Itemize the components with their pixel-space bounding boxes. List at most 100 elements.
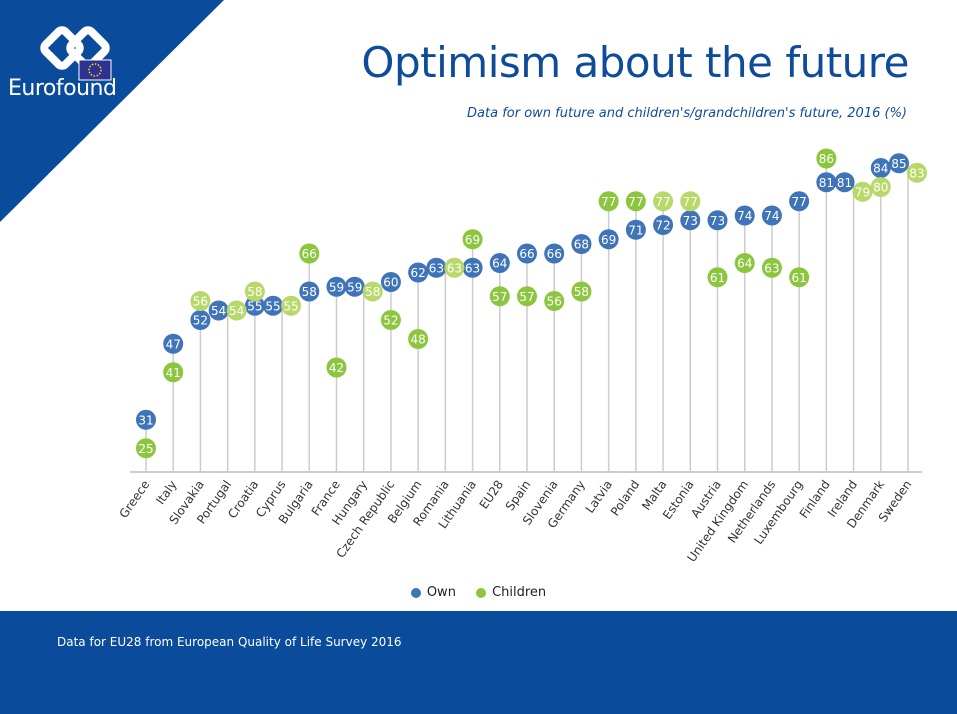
own-point — [870, 158, 891, 178]
source-note: Data for EU28 from European Quality of L… — [57, 635, 402, 649]
own-point — [571, 234, 592, 254]
children-point — [489, 286, 510, 307]
own-point — [653, 215, 674, 235]
own-data-label: 81 — [837, 176, 852, 190]
chart-title: Optimism about the future — [361, 38, 909, 87]
own-data-label: 59 — [347, 280, 362, 294]
children-point — [852, 181, 873, 202]
children-data-label: 56 — [193, 295, 208, 309]
own-point — [816, 172, 837, 193]
children-point — [408, 329, 429, 349]
legend-label: Children — [492, 585, 547, 600]
children-data-label: 77 — [655, 195, 670, 209]
own-data-label: 74 — [764, 209, 779, 223]
own-point — [680, 210, 701, 231]
brand-corner — [0, 0, 224, 222]
own-point — [489, 253, 510, 273]
own-data-label: 77 — [792, 195, 807, 209]
tick-label: Italy — [153, 478, 179, 507]
own-point — [734, 205, 755, 226]
own-point — [163, 333, 184, 354]
own-point — [834, 172, 855, 193]
children-data-label: 64 — [737, 257, 752, 271]
children-data-label: 61 — [792, 271, 807, 285]
children-data-label: 77 — [601, 195, 616, 209]
legend-item-children: Children — [476, 585, 546, 600]
children-data-label: 69 — [465, 233, 480, 247]
children-point — [299, 243, 320, 264]
children-point — [816, 148, 837, 169]
children-point — [362, 281, 383, 302]
own-data-label: 47 — [166, 337, 181, 351]
children-point — [444, 257, 465, 278]
own-data-label: 72 — [655, 219, 670, 233]
children-data-label: 48 — [411, 333, 426, 347]
own-data-label: 59 — [329, 280, 344, 294]
own-point — [380, 272, 401, 292]
own-point — [707, 210, 728, 231]
children-point — [226, 300, 247, 321]
children-point — [734, 253, 755, 273]
own-point — [244, 295, 265, 316]
tick-label: Greece — [116, 478, 152, 521]
children-point — [190, 291, 211, 311]
own-point — [544, 243, 565, 264]
own-data-label: 63 — [429, 261, 444, 275]
children-data-label: 56 — [547, 295, 562, 309]
own-data-label: 54 — [211, 304, 226, 318]
own-point — [462, 257, 483, 278]
own-data-label: 64 — [492, 257, 507, 271]
dot-plot: Greece ItalySlovakiaPortugalCroatiaCyprus… — [116, 148, 927, 565]
children-point — [326, 357, 347, 378]
children-data-label: 61 — [710, 271, 725, 285]
own-data-label: 66 — [547, 247, 562, 261]
children-point — [380, 310, 401, 330]
children-data-label: 41 — [166, 366, 181, 380]
chart-subtitle: Data for own future and children's/grand… — [467, 106, 907, 121]
children-marker-icon — [476, 587, 487, 598]
children-data-label: 54 — [229, 304, 244, 318]
children-data-label: 58 — [574, 285, 589, 299]
own-point — [517, 243, 537, 264]
children-data-label: 55 — [283, 299, 298, 313]
own-point — [408, 262, 429, 283]
children-data-label: 57 — [492, 290, 507, 304]
own-point — [190, 310, 211, 330]
own-point — [889, 153, 909, 174]
brand-name: Eurofound — [8, 76, 117, 101]
own-data-label: 66 — [519, 247, 534, 261]
own-point — [344, 276, 365, 297]
children-data-label: 63 — [764, 261, 779, 275]
children-point — [870, 177, 891, 197]
own-data-label: 31 — [138, 413, 153, 427]
children-point — [544, 291, 565, 311]
own-data-label: 55 — [265, 299, 280, 313]
children-point — [244, 281, 265, 302]
own-point — [598, 229, 619, 250]
children-point — [462, 229, 483, 250]
children-point — [625, 191, 646, 212]
own-data-label: 69 — [601, 233, 616, 247]
children-data-label: 42 — [329, 361, 344, 375]
children-point — [680, 191, 701, 212]
own-point — [299, 281, 320, 302]
own-data-label: 74 — [737, 209, 752, 223]
children-data-label: 86 — [819, 152, 834, 166]
own-point — [326, 276, 347, 297]
tick-label: Poland — [608, 478, 642, 519]
children-data-label: 79 — [855, 185, 870, 199]
own-data-label: 55 — [247, 299, 262, 313]
own-data-label: 84 — [873, 162, 888, 176]
children-data-label: 25 — [138, 442, 153, 456]
own-data-label: 58 — [302, 285, 317, 299]
children-data-label: 58 — [365, 285, 380, 299]
children-data-label: 58 — [247, 285, 262, 299]
children-data-label: 66 — [302, 247, 317, 261]
own-point — [625, 219, 646, 240]
own-data-label: 85 — [891, 157, 906, 171]
own-data-label: 68 — [574, 238, 589, 252]
own-point — [136, 409, 156, 430]
children-point — [517, 286, 537, 307]
children-point — [136, 438, 156, 459]
children-point — [761, 257, 782, 278]
